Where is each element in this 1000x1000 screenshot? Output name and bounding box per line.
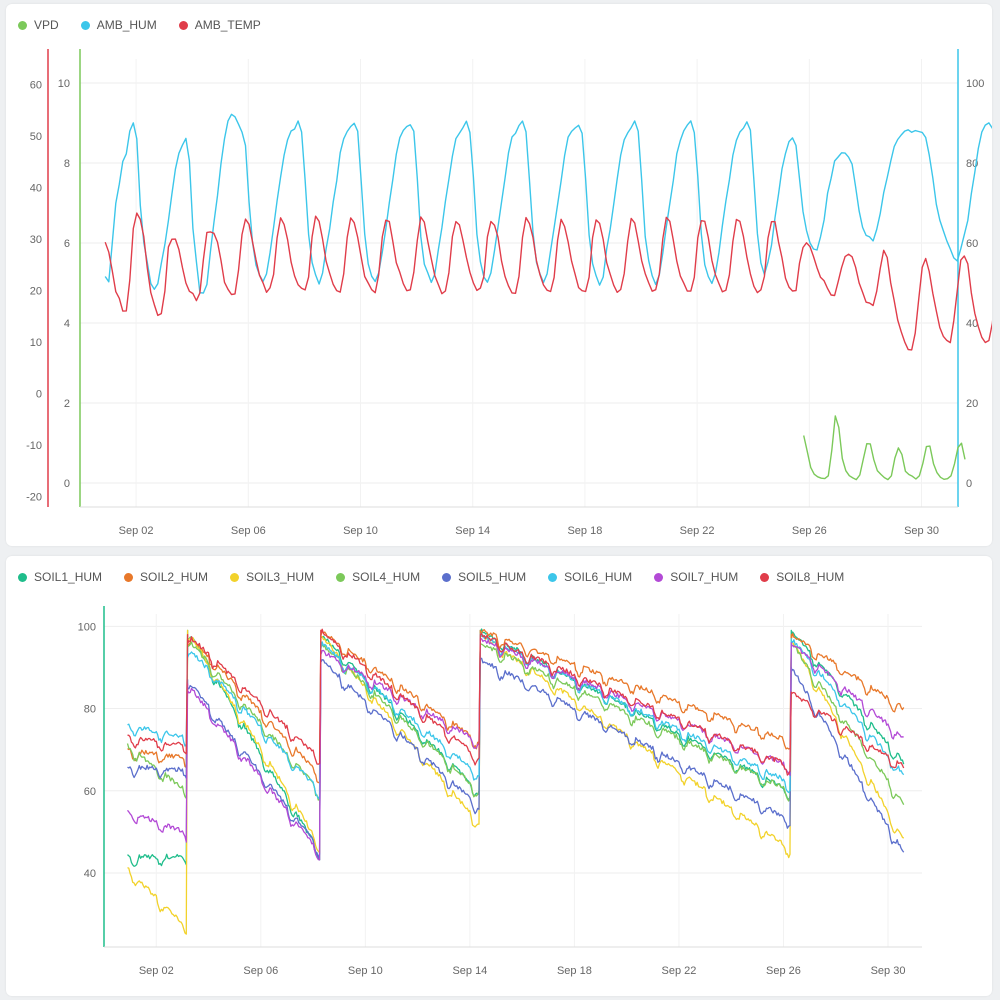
series-line-soil2-hum	[127, 629, 905, 784]
legend-dot-soil8	[760, 572, 770, 582]
x-tick-label: Sep 06	[231, 525, 266, 537]
legend-dot-soil4	[336, 572, 346, 582]
legend-dot-soil7	[654, 572, 664, 582]
legend-label-soil1: SOIL1_HUM	[34, 570, 103, 584]
temp-tick-label: 40	[30, 183, 42, 195]
vpd-tick-label: 8	[64, 158, 70, 170]
series-line-amb-hum	[104, 113, 992, 294]
x-tick-label: Sep 14	[455, 525, 490, 537]
soil-x-tick-label: Sep 22	[662, 965, 697, 977]
hum-tick-label: 20	[966, 398, 978, 410]
vpd-tick-label: 4	[64, 318, 70, 330]
soil-x-tick-label: Sep 10	[348, 965, 383, 977]
legend-dot-soil6	[548, 572, 558, 582]
legend-label-soil3: SOIL3_HUM	[246, 570, 315, 584]
temp-tick-label: 60	[30, 80, 42, 92]
legend-label-soil2: SOIL2_HUM	[140, 570, 209, 584]
legend-dot-vpd	[18, 20, 27, 30]
temp-tick-label: 30	[30, 234, 42, 246]
soil-x-tick-label: Sep 26	[766, 965, 801, 977]
hum-tick-label: 60	[966, 238, 978, 250]
ambient-chart[interactable]: 6050403020100-10-201086420100806040200Se…	[6, 4, 992, 546]
legend-item-soil2[interactable]: SOIL2_HUM	[124, 570, 208, 584]
vpd-tick-label: 0	[64, 478, 70, 490]
temp-tick-label: 50	[30, 131, 42, 143]
ambient-chart-panel: VPD AMB_HUM AMB_TEMP 60 50 40 30 20 10 0 -10 -20…	[6, 4, 992, 546]
legend-item-vpd[interactable]: VPD	[18, 18, 59, 32]
temp-tick-label: -10	[26, 440, 42, 452]
x-tick-label: Sep 26	[792, 525, 827, 537]
soil-x-tick-label: Sep 18	[557, 965, 592, 977]
temp-tick-label: 0	[36, 389, 42, 401]
legend-item-soil1[interactable]: SOIL1_HUM	[18, 570, 102, 584]
temp-tick-label: -20	[26, 492, 42, 504]
legend-label-soil6: SOIL6_HUM	[564, 570, 633, 584]
soil-chart[interactable]: 100 80 60 40 Sep 02 Sep 06 Sep 10 Sep 14 Sep 18 S…	[6, 556, 992, 996]
series-line-soil4-hum	[126, 638, 905, 805]
soil-legend: SOIL1_HUM SOIL2_HUM SOIL3_HUM SOIL4_HUM …	[18, 570, 844, 584]
hum-tick-label: 40	[966, 318, 978, 330]
legend-item-soil4[interactable]: SOIL4_HUM	[336, 570, 420, 584]
x-tick-label: Sep 30	[904, 525, 939, 537]
soil-y-tick-label: 80	[84, 704, 96, 716]
hum-tick-label: 0	[966, 478, 972, 490]
soil-y-tick-label: 60	[84, 786, 96, 798]
series-line-amb-temp	[104, 212, 992, 351]
temp-tick-label: 10	[30, 337, 42, 349]
legend-label-soil8: SOIL8_HUM	[776, 570, 845, 584]
legend-label-amb-temp: AMB_TEMP	[194, 18, 261, 32]
legend-label-soil4: SOIL4_HUM	[352, 570, 421, 584]
soil-x-tick-label: Sep 30	[871, 965, 906, 977]
legend-dot-soil1	[18, 572, 27, 582]
x-tick-label: Sep 22	[680, 525, 715, 537]
vpd-tick-label: 6	[64, 238, 70, 250]
legend-dot-soil2	[124, 572, 134, 582]
soil-x-tick-label: Sep 02	[139, 965, 174, 977]
ambient-legend: VPD AMB_HUM AMB_TEMP	[18, 18, 261, 32]
x-tick-label: Sep 10	[343, 525, 378, 537]
legend-label-amb-hum: AMB_HUM	[96, 18, 157, 32]
soil-x-tick-label: Sep 14	[452, 965, 487, 977]
legend-item-amb-hum[interactable]: AMB_HUM	[80, 18, 157, 32]
legend-label-soil5: SOIL5_HUM	[458, 570, 527, 584]
vpd-tick-label: 2	[64, 398, 70, 410]
legend-dot-amb-temp	[178, 20, 188, 30]
x-tick-label: Sep 18	[567, 525, 602, 537]
temp-tick-label: 20	[30, 286, 42, 298]
x-tick-label: Sep 02	[119, 525, 154, 537]
hum-tick-label: 100	[966, 78, 984, 90]
legend-dot-soil3	[230, 572, 240, 582]
legend-dot-amb-hum	[80, 20, 90, 30]
legend-label-vpd: VPD	[34, 18, 59, 32]
legend-item-soil6[interactable]: SOIL6_HUM	[548, 570, 632, 584]
legend-dot-soil5	[442, 572, 452, 582]
soil-chart-panel: SOIL1_HUM SOIL2_HUM SOIL3_HUM SOIL4_HUM …	[6, 556, 992, 996]
legend-label-soil7: SOIL7_HUM	[670, 570, 739, 584]
legend-item-soil3[interactable]: SOIL3_HUM	[230, 570, 314, 584]
soil-y-tick-label: 40	[84, 868, 96, 880]
series-line-soil5-hum	[127, 657, 905, 859]
soil-x-tick-label: Sep 06	[243, 965, 278, 977]
legend-item-soil8[interactable]: SOIL8_HUM	[760, 570, 844, 584]
series-line-soil3-hum	[127, 629, 905, 935]
series-line-soil8-hum	[127, 628, 905, 776]
legend-item-amb-temp[interactable]: AMB_TEMP	[178, 18, 261, 32]
legend-item-soil5[interactable]: SOIL5_HUM	[442, 570, 526, 584]
vpd-tick-label: 10	[58, 78, 70, 90]
soil-y-tick-label: 100	[78, 621, 96, 633]
legend-item-soil7[interactable]: SOIL7_HUM	[654, 570, 738, 584]
series-line-vpd	[803, 415, 966, 481]
